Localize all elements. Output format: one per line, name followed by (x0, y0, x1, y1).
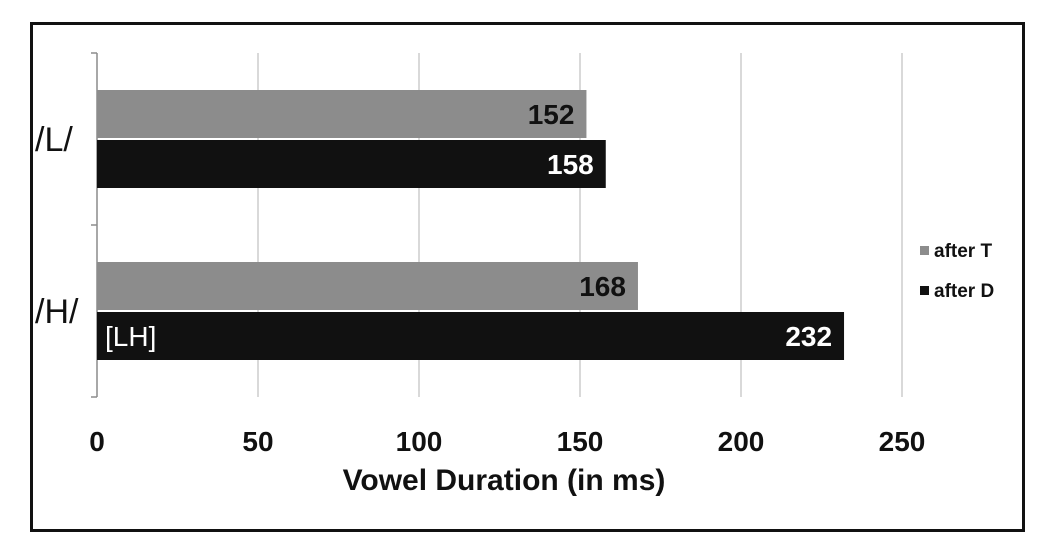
x-tick-label: 250 (879, 426, 926, 457)
bar-value-label: 232 (785, 321, 832, 352)
legend-label: after T (934, 241, 992, 262)
bar (97, 90, 587, 138)
legend-label: after D (934, 281, 994, 302)
bar (97, 140, 606, 188)
category-label: /H/ (35, 293, 79, 331)
x-axis-title: Vowel Duration (in ms) (343, 464, 666, 497)
legend: after T after D (920, 241, 994, 302)
x-tick-label: 0 (89, 426, 105, 457)
category-label: /L/ (35, 121, 73, 159)
x-tick-label: 100 (396, 426, 443, 457)
bar-chart: 0 50 100 150 200 250/L/152 158/H/168 232 [LH] af… (35, 52, 994, 497)
legend-swatch (920, 286, 929, 295)
bar-value-label: 168 (579, 271, 626, 302)
x-tick-label: 150 (557, 426, 604, 457)
bar-value-label: 158 (547, 149, 594, 180)
axes (91, 52, 98, 398)
x-tick-label: 200 (718, 426, 765, 457)
legend-swatch (920, 246, 929, 255)
bar-value-label: 152 (528, 99, 575, 130)
bar (97, 262, 638, 310)
x-tick-label: 50 (242, 426, 273, 457)
chart-frame: 0 50 100 150 200 250/L/152 158/H/168 232 [LH] af… (30, 22, 1025, 532)
bars (97, 90, 845, 360)
bar-annotation: [LH] (105, 321, 156, 352)
labels: 0 50 100 150 200 250/L/152 158/H/168 232 [LH] (35, 99, 925, 457)
bar (97, 312, 845, 360)
